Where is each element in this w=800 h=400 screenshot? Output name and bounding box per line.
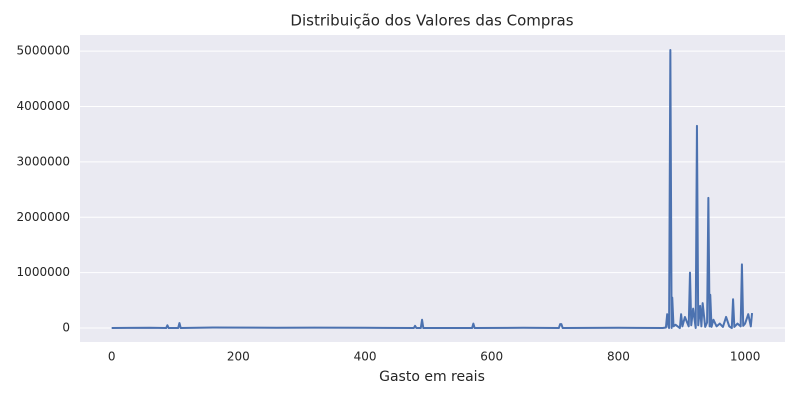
x-tick-label: 800 (607, 350, 630, 364)
chart-title: Distribuição dos Valores das Compras (290, 12, 573, 30)
x-tick-label: 200 (227, 350, 250, 364)
y-tick-label: 0 (62, 321, 70, 335)
plot-background (80, 35, 785, 342)
x-tick-label: 1000 (730, 350, 761, 364)
x-axis-label: Gasto em reais (379, 369, 485, 385)
data-line (111, 48, 754, 330)
y-tick-label: 4000000 (17, 99, 70, 113)
x-tick-label: 0 (108, 350, 116, 364)
x-tick-label: 400 (354, 350, 377, 364)
y-tick-label: 3000000 (17, 154, 70, 168)
y-tick-label: 1000000 (17, 265, 70, 279)
y-tick-label: 2000000 (17, 210, 70, 224)
y-tick-label: 5000000 (17, 44, 70, 58)
x-tick-label: 600 (480, 350, 503, 364)
